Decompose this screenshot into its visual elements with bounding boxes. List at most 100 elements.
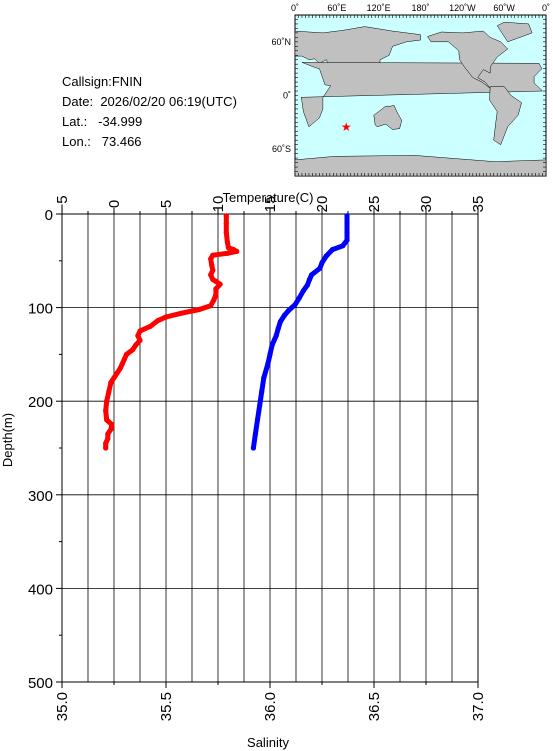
temperature-point	[114, 370, 120, 376]
salinity-point	[309, 272, 315, 278]
bottom-tick-label: 35.5	[158, 692, 175, 721]
temperature-point	[208, 272, 214, 278]
salinity-point	[306, 276, 313, 283]
map-lon-label: 60˚E	[327, 3, 346, 13]
date-value: 2026/02/20 06:19(UTC)	[100, 94, 237, 109]
temperature-point	[196, 306, 202, 313]
bottom-axis-label: Salinity	[247, 735, 289, 750]
lon-label: Lon.:	[62, 134, 91, 149]
top-tick-label: −5	[54, 195, 71, 212]
temperature-point	[106, 389, 112, 395]
temperature-point	[210, 267, 216, 273]
temperature-point	[224, 239, 230, 245]
temperature-point	[117, 365, 123, 371]
temperature-point	[103, 445, 109, 451]
temperature-point	[208, 303, 214, 309]
temperature-point	[208, 256, 214, 262]
bottom-tick-label: 37.0	[470, 692, 487, 721]
land-shape	[489, 86, 522, 146]
temperature-point	[213, 291, 219, 298]
temperature-profile-line	[103, 213, 240, 451]
depth-tick-label: 400	[28, 581, 53, 598]
bottom-tick-label: 36.5	[366, 692, 383, 721]
temperature-point	[121, 356, 127, 362]
depth-tick-label: 500	[28, 675, 53, 692]
temperature-point	[213, 286, 219, 292]
map-lon-label: 180˚	[411, 3, 429, 13]
salinity-point	[329, 247, 335, 253]
lat-row: Lat.: -34.999	[62, 112, 237, 132]
top-tick-label: 10	[210, 196, 227, 213]
top-tick-label: 20	[314, 196, 331, 213]
salinity-point	[300, 288, 306, 294]
salinity-point	[292, 302, 298, 308]
temperature-point	[135, 333, 141, 339]
salinity-point	[259, 389, 265, 395]
map-tick-labels: 0˚ 60˚E 120˚E 180˚ 120˚W 60˚W 0˚ 60˚N 0˚ 60˚S	[271, 3, 550, 154]
salinity-point	[344, 220, 350, 226]
land-shape	[496, 21, 533, 43]
temperature-point	[103, 440, 109, 446]
salinity-point	[282, 312, 288, 318]
map-lat-label: 0˚	[283, 91, 291, 101]
temperature-point	[108, 426, 114, 432]
temperature-point	[223, 213, 229, 219]
map-lat-label: 60˚N	[271, 37, 291, 47]
temperature-point	[105, 431, 111, 437]
top-axis-label: Temperature(C)	[222, 190, 313, 205]
top-tick-label: 25	[366, 196, 383, 213]
map-lon-label: 120˚W	[449, 3, 476, 13]
depth-tick-label: 300	[28, 488, 53, 505]
top-tick-label: 35	[470, 196, 487, 213]
temperature-point	[104, 398, 110, 404]
temperature-point	[130, 347, 136, 353]
salinity-point	[317, 265, 323, 271]
temperature-point	[147, 323, 153, 329]
map-lon-label: 0˚	[291, 3, 299, 13]
callsign-value: FNIN	[111, 74, 143, 89]
salinity-point	[323, 253, 329, 259]
salinity-point	[304, 282, 310, 288]
bottom-tick-label: 36.0	[262, 692, 279, 721]
chart-grid	[62, 214, 478, 682]
temperature-point	[137, 337, 143, 343]
top-tick-label: 0	[106, 200, 123, 208]
salinity-point	[344, 237, 350, 243]
temperature-point	[209, 262, 215, 269]
map-lon-label: 0˚	[542, 3, 550, 13]
lat-value: -34.999	[98, 114, 143, 129]
land-shape	[427, 30, 509, 89]
depth-tick-label: 100	[28, 301, 53, 318]
temperature-point	[104, 417, 110, 423]
temperature-point	[119, 361, 125, 367]
top-tick-label: 15	[262, 196, 279, 213]
date-row: Date: 2026/02/20 06:19(UTC)	[62, 92, 237, 112]
location-marker: ★	[341, 120, 352, 134]
salinity-point	[340, 243, 346, 249]
temperature-point	[163, 314, 169, 320]
temperature-point	[224, 250, 230, 256]
temperature-point	[123, 351, 130, 357]
date-label: Date:	[62, 94, 94, 109]
salinity-point	[250, 445, 256, 451]
lon-row: Lon.: 73.466	[62, 132, 237, 152]
temperature-point	[211, 297, 217, 303]
bottom-tick-label: 35.0	[54, 692, 71, 721]
map-land	[294, 21, 547, 177]
temperature-point	[109, 422, 115, 428]
temperature-point	[217, 281, 223, 287]
salinity-point	[265, 361, 271, 367]
temperature-point	[179, 310, 185, 316]
temperature-point	[234, 248, 240, 254]
salinity-point	[252, 431, 258, 437]
depth-tick-label: 200	[28, 394, 53, 411]
salinity-point	[269, 342, 275, 348]
temperature-point	[111, 375, 117, 381]
salinity-point	[296, 295, 302, 301]
salinity-point	[275, 325, 281, 331]
temperature-point	[155, 318, 161, 324]
callsign-label: Callsign:	[62, 74, 112, 89]
salinity-point	[257, 403, 263, 409]
